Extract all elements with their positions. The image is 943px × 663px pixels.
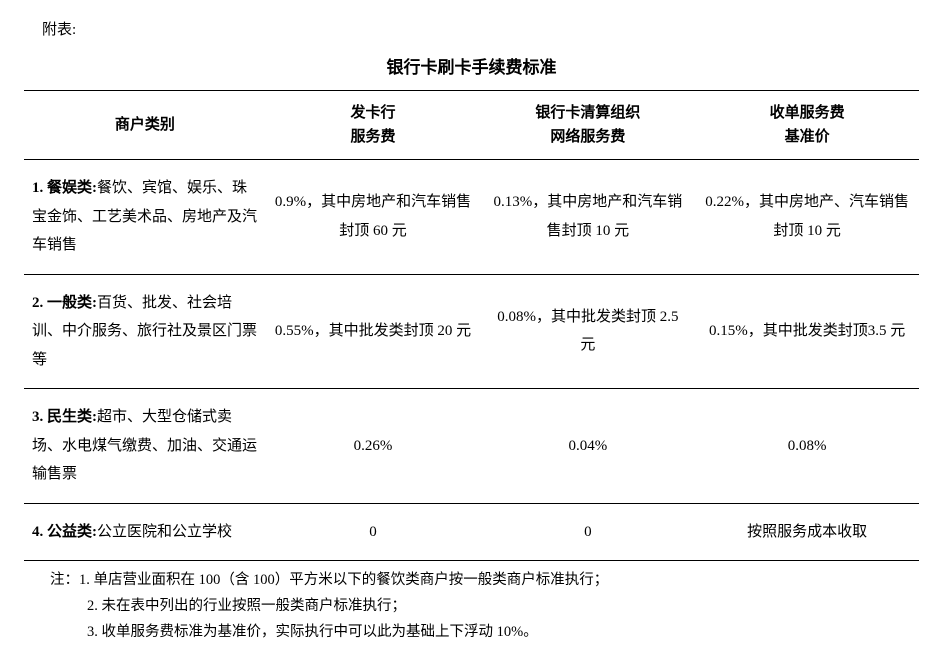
cat-num: 1. (32, 180, 43, 196)
cat-name: 一般类: (47, 295, 97, 311)
cell-category: 3. 民生类:超市、大型仓储式卖场、水电煤气缴费、加油、交通运输售票 (24, 389, 266, 504)
table-header-row: 商户类别 发卡行 服务费 银行卡清算组织 网络服务费 收单服务费 基准价 (24, 91, 919, 160)
table-row: 4. 公益类:公立医院和公立学校 0 0 按照服务成本收取 (24, 503, 919, 561)
cell-acquirer-fee: 0.08% (695, 389, 919, 504)
cell-network-fee: 0.04% (480, 389, 695, 504)
cat-name: 餐娱类: (47, 180, 97, 196)
col-header-issuer-fee: 发卡行 服务费 (266, 91, 481, 160)
attachment-prefix: 附表: (24, 18, 919, 39)
cell-category: 2. 一般类:百货、批发、社会培训、中介服务、旅行社及景区门票等 (24, 274, 266, 389)
cell-category: 4. 公益类:公立医院和公立学校 (24, 503, 266, 561)
note-line-3: 3. 收单服务费标准为基准价，实际执行中可以此为基础上下浮动 10%。 (50, 619, 919, 645)
cell-network-fee: 0.13%，其中房地产和汽车销售封顶 10 元 (480, 160, 695, 275)
cat-num: 3. (32, 409, 43, 425)
cat-num: 4. (32, 524, 43, 540)
col-header-network-fee-l1: 银行卡清算组织 (535, 105, 640, 121)
cell-issuer-fee: 0.9%，其中房地产和汽车销售封顶 60 元 (266, 160, 481, 275)
col-header-acquirer-fee-l2: 基准价 (785, 129, 830, 145)
table-row: 2. 一般类:百货、批发、社会培训、中介服务、旅行社及景区门票等 0.55%，其… (24, 274, 919, 389)
table-title: 银行卡刷卡手续费标准 (24, 53, 919, 78)
cat-name: 公益类: (47, 524, 97, 540)
cell-acquirer-fee: 按照服务成本收取 (695, 503, 919, 561)
cell-category: 1. 餐娱类:餐饮、宾馆、娱乐、珠宝金饰、工艺美术品、房地产及汽车销售 (24, 160, 266, 275)
cell-network-fee: 0 (480, 503, 695, 561)
cell-issuer-fee: 0.55%，其中批发类封顶 20 元 (266, 274, 481, 389)
table-row: 1. 餐娱类:餐饮、宾馆、娱乐、珠宝金饰、工艺美术品、房地产及汽车销售 0.9%… (24, 160, 919, 275)
note-line-2: 2. 未在表中列出的行业按照一般类商户标准执行； (50, 593, 919, 619)
col-header-network-fee: 银行卡清算组织 网络服务费 (480, 91, 695, 160)
col-header-network-fee-l2: 网络服务费 (550, 129, 625, 145)
note-1: 1. 单店营业面积在 100（含 100）平方米以下的餐饮类商户按一般类商户标准… (79, 572, 608, 588)
cat-num: 2. (32, 295, 43, 311)
cell-acquirer-fee: 0.22%，其中房地产、汽车销售封顶 10 元 (695, 160, 919, 275)
col-header-acquirer-fee-l1: 收单服务费 (770, 105, 845, 121)
fee-table: 商户类别 发卡行 服务费 银行卡清算组织 网络服务费 收单服务费 基准价 1. … (24, 90, 919, 561)
table-row: 3. 民生类:超市、大型仓储式卖场、水电煤气缴费、加油、交通运输售票 0.26%… (24, 389, 919, 504)
note-line-1: 注：1. 单店营业面积在 100（含 100）平方米以下的餐饮类商户按一般类商户… (50, 567, 919, 593)
col-header-acquirer-fee: 收单服务费 基准价 (695, 91, 919, 160)
cell-network-fee: 0.08%，其中批发类封顶 2.5 元 (480, 274, 695, 389)
cell-issuer-fee: 0.26% (266, 389, 481, 504)
col-header-issuer-fee-l1: 发卡行 (351, 105, 396, 121)
notes-label: 注： (50, 572, 79, 588)
cat-name: 民生类: (47, 409, 97, 425)
col-header-category: 商户类别 (24, 91, 266, 160)
cat-desc: 公立医院和公立学校 (97, 524, 232, 540)
table-notes: 注：1. 单店营业面积在 100（含 100）平方米以下的餐饮类商户按一般类商户… (24, 567, 919, 645)
cell-acquirer-fee: 0.15%，其中批发类封顶3.5 元 (695, 274, 919, 389)
cell-issuer-fee: 0 (266, 503, 481, 561)
col-header-issuer-fee-l2: 服务费 (351, 129, 396, 145)
